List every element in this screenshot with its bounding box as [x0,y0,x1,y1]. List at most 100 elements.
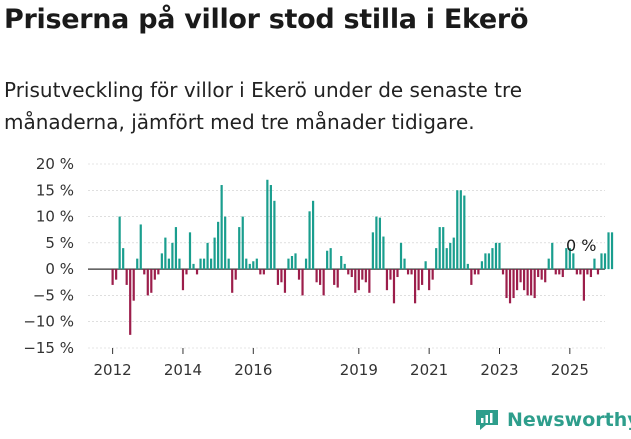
bar [494,242,498,270]
y-tick-label: 0 % [45,260,74,278]
bar [558,269,561,275]
bar [150,269,153,293]
bar [340,256,343,270]
bar [199,258,202,270]
bar [178,258,181,270]
bar [290,256,294,270]
x-tick-label: 2021 [410,361,448,379]
bar [347,269,350,275]
bar [533,269,536,299]
bar [544,269,547,283]
bar [515,269,519,291]
bar [329,248,332,270]
bar [565,248,568,270]
bar [195,269,199,275]
x-tick-label: 2023 [480,361,518,379]
bar [491,248,494,270]
bar [280,269,283,283]
bar [255,258,258,270]
bar [174,227,178,270]
bar [206,242,209,270]
bar [579,269,582,275]
bar [526,269,529,296]
bar [266,179,269,270]
bar [498,242,501,270]
bar [537,269,540,278]
y-tick-label: −15 % [23,339,74,357]
bar [382,236,385,270]
page-title: Priserna på villor stod stilla i Ekerö [4,4,529,35]
bar [167,258,170,270]
bar [593,258,596,270]
bar [361,269,364,280]
bar [157,269,160,275]
bar [171,242,174,270]
bar [551,242,554,270]
bar [452,237,455,270]
bar [188,232,192,270]
bar [269,185,272,270]
bar [136,258,139,270]
bar [326,250,329,270]
chart-gridlines [88,163,605,349]
bar [368,269,371,293]
bar [473,269,476,275]
bar [311,200,315,270]
bar [428,269,431,291]
bar [484,253,487,270]
bar [463,195,466,270]
chart-bars [111,179,614,335]
bar [111,269,114,285]
bar [262,269,265,275]
bar [231,269,234,293]
bar [435,248,438,270]
bar [413,269,417,304]
bar [396,269,399,278]
bar [143,269,146,275]
bar [596,269,600,275]
bar [354,269,357,293]
bar [480,261,484,270]
bar [487,253,491,270]
bar [403,258,406,270]
bar [304,258,308,270]
bar [575,269,578,275]
bar [442,227,445,270]
bar [424,261,427,270]
bar [115,269,118,280]
bar [572,253,575,270]
bar [589,269,593,278]
bar [466,263,469,270]
bar [568,248,571,270]
bar [586,269,589,275]
bar [600,253,603,270]
bar [160,253,163,270]
x-tick-label: 2016 [234,361,272,379]
bar [245,258,248,270]
bar [501,269,505,275]
bar [276,269,280,285]
bar [508,269,512,304]
bar [224,216,227,270]
bar [220,185,223,270]
bar [164,237,167,270]
bar [209,258,213,270]
bar [445,248,448,270]
bar [129,269,132,335]
bar [417,269,420,291]
bar [406,269,410,275]
x-tick-label: 2025 [551,361,589,379]
newsworthy-brand: Newsworthy [474,408,631,432]
page-subtitle: Prisutveckling för villor i Ekerö under … [4,78,523,134]
brand-name: Newsworthy [507,409,631,431]
bar [181,269,185,291]
bar [449,242,452,270]
bar [547,258,550,270]
bar [259,269,262,275]
bar [421,269,424,285]
bar [118,216,121,270]
bar [315,269,318,283]
bar [364,269,367,283]
bar [512,269,515,299]
